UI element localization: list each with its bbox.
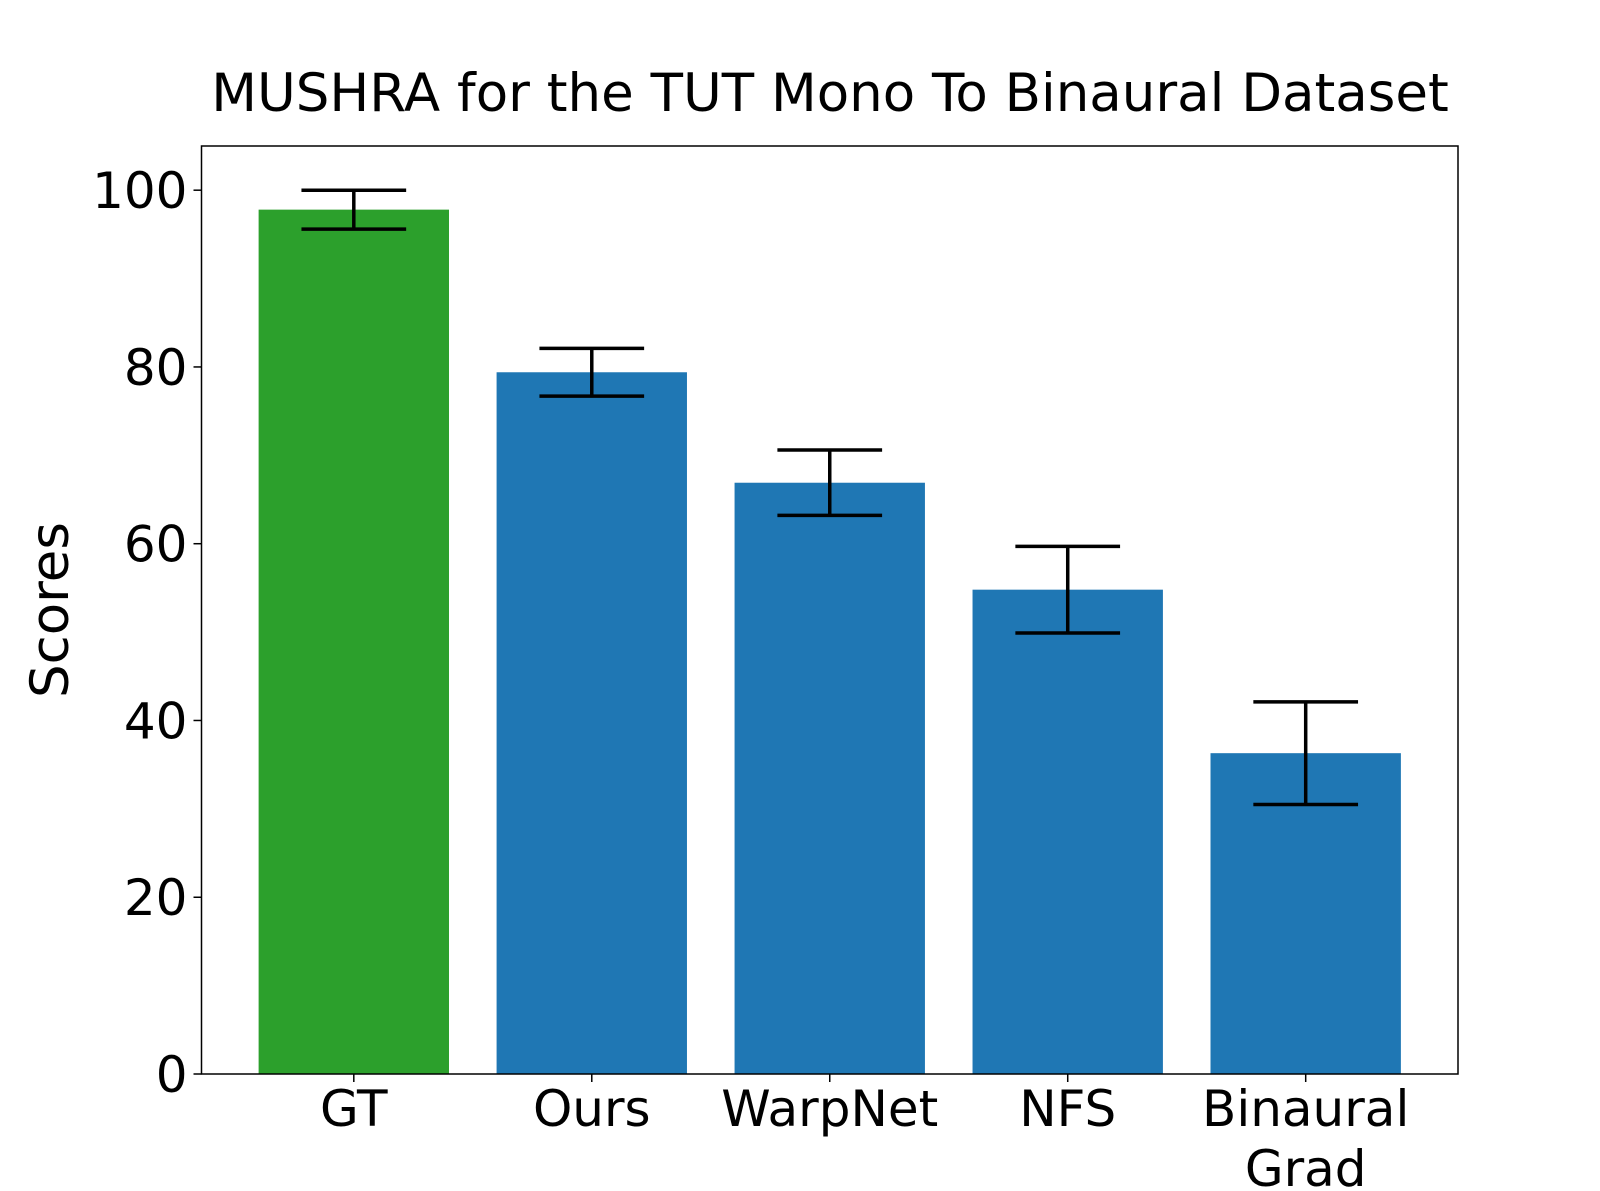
y-tick-label: 40 <box>124 692 188 750</box>
y-tick-label: 100 <box>92 162 187 220</box>
bar <box>496 372 687 1074</box>
x-tick-label: Binaural Grad <box>1202 1080 1409 1191</box>
y-tick-label: 80 <box>124 339 188 397</box>
bar <box>972 589 1163 1074</box>
x-tick-label: GT <box>320 1080 388 1138</box>
error-bar <box>1015 544 1121 635</box>
x-tick-label: WarpNet <box>721 1080 938 1138</box>
error-bar <box>301 188 407 231</box>
chart-title: MUSHRA for the TUT Mono To Binaural Data… <box>211 63 1449 124</box>
x-tick-label: Ours <box>533 1080 651 1138</box>
y-tick-label: 20 <box>124 869 188 927</box>
error-bar <box>777 448 883 518</box>
plot-frame <box>200 145 1459 1075</box>
y-tick-label: 60 <box>124 516 188 574</box>
y-axis-label: Scores <box>20 522 81 698</box>
error-bar <box>1253 700 1359 807</box>
error-bar <box>539 346 645 398</box>
bar <box>734 482 925 1074</box>
bar <box>1210 753 1401 1074</box>
bar <box>258 209 449 1075</box>
y-tick-label: 0 <box>156 1046 188 1104</box>
x-tick-label: NFS <box>1019 1080 1116 1138</box>
